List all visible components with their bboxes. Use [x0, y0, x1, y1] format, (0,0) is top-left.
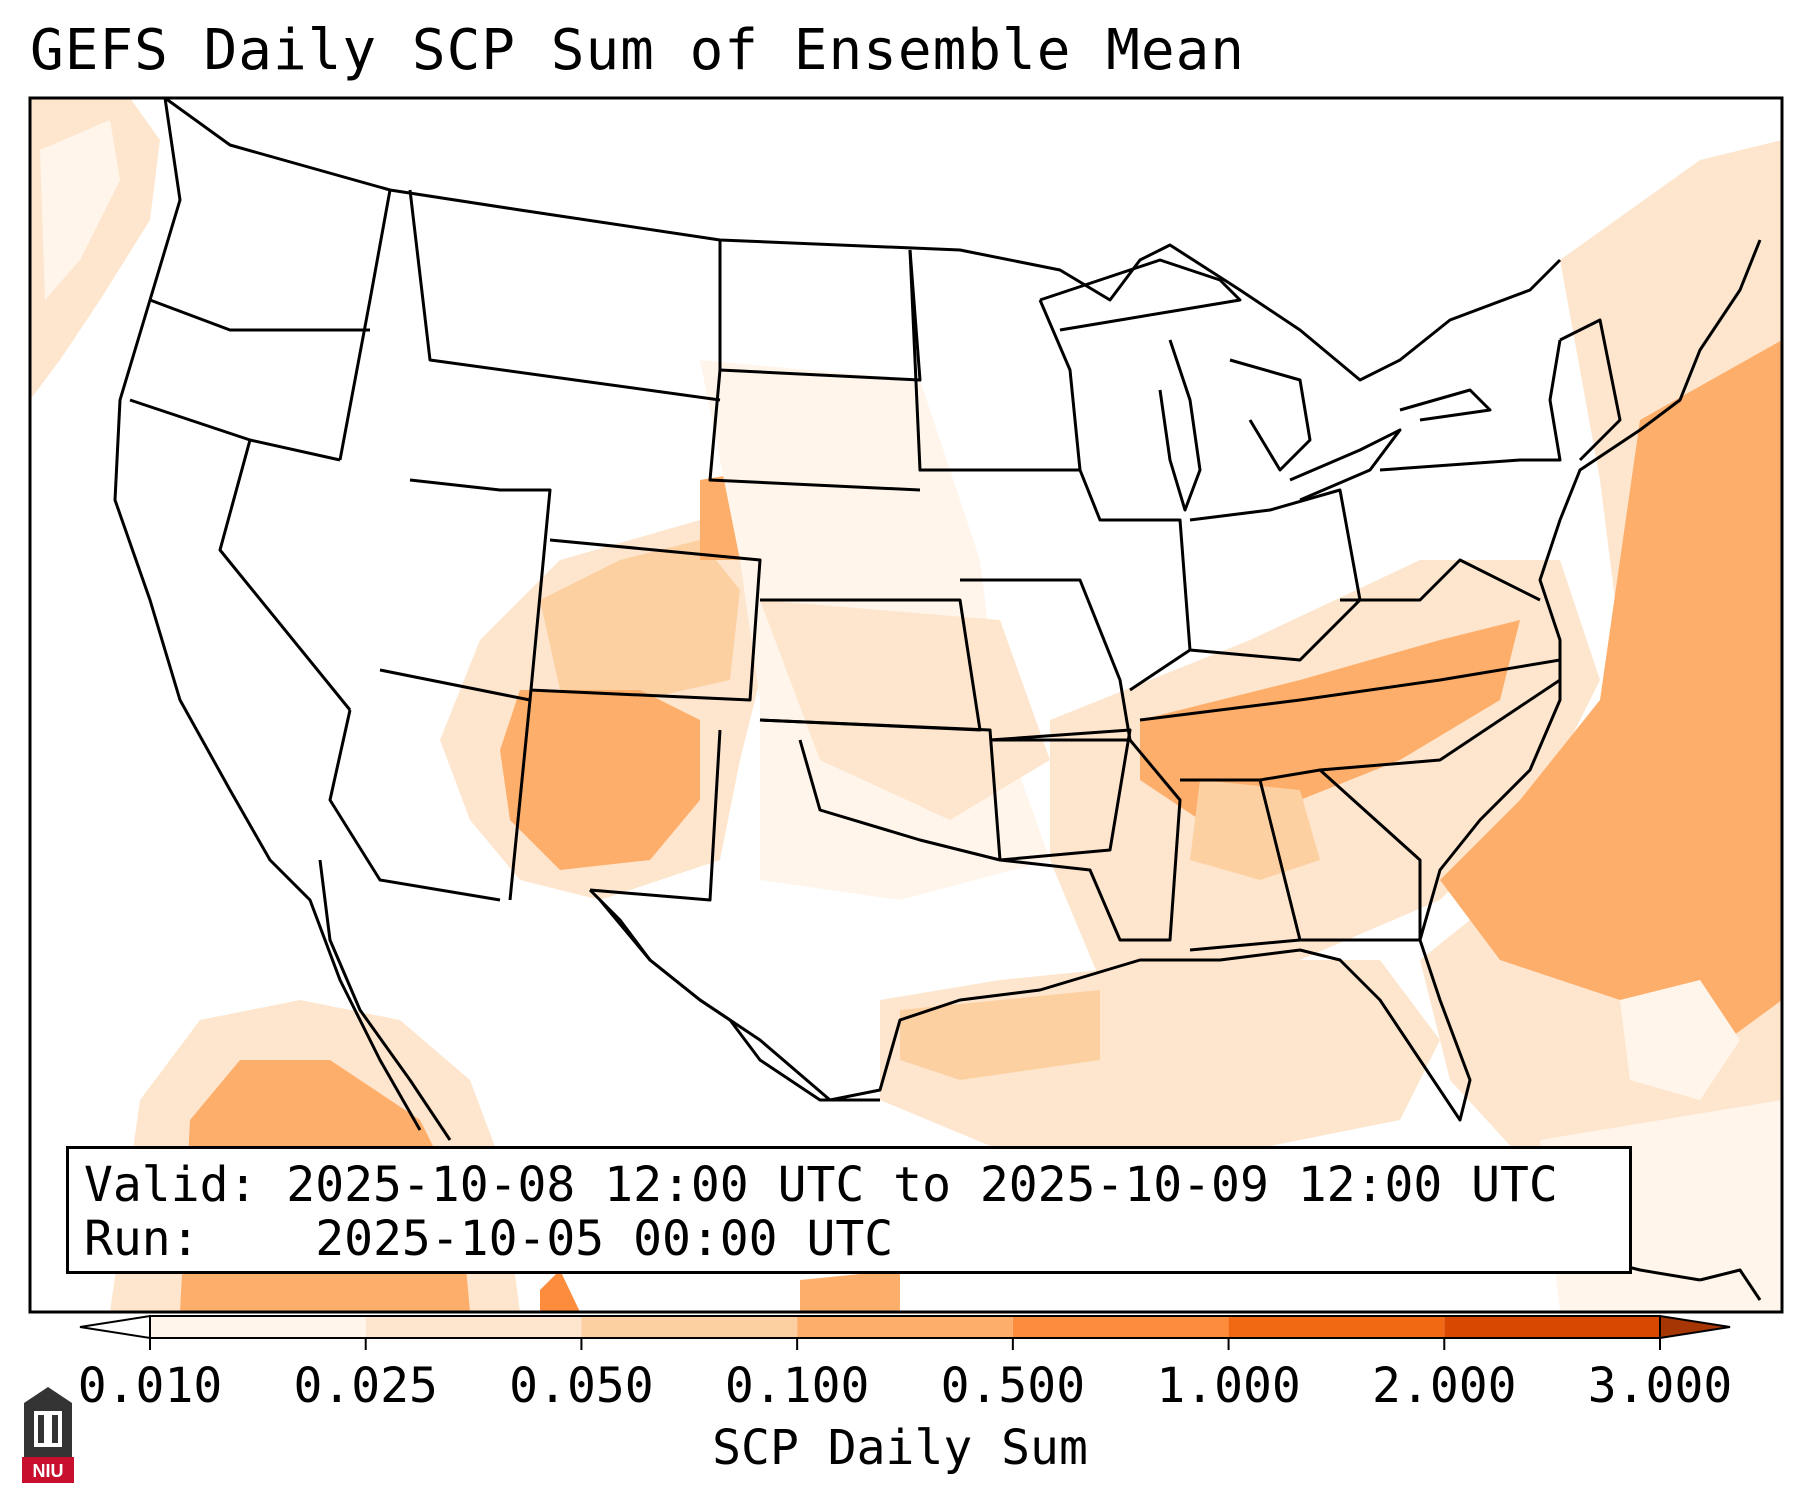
- map-boundaries: [113, 98, 1762, 1301]
- state-line-co: [529, 538, 762, 702]
- colorbar-segment: [1228, 1316, 1445, 1338]
- state-line-ar: [989, 728, 1132, 862]
- state-line-new-england: [1559, 318, 1622, 462]
- university-seal-icon: NIU: [22, 1387, 74, 1483]
- colorbar-tick-label: 1.000: [1156, 1358, 1301, 1414]
- state-line-dakotas: [718, 240, 922, 382]
- colorbar-tick-label: 0.050: [509, 1358, 654, 1414]
- state-line-sd-ne: [708, 369, 921, 492]
- colorbar-extend-low: [79, 1314, 151, 1340]
- colorbar-tick-label: 2.000: [1372, 1358, 1517, 1414]
- east-coast: [1418, 239, 1762, 941]
- colorbar-segment: [1444, 1316, 1660, 1338]
- gulf-coast: [598, 899, 1472, 1122]
- map-title: GEFS Daily SCP Sum of Ensemble Mean: [30, 18, 1246, 83]
- logo-text: NIU: [33, 1461, 64, 1481]
- map-frame: [28, 96, 1784, 1314]
- texas-mexico-border: [588, 888, 880, 1102]
- state-line-mt-wy: [408, 189, 721, 402]
- baja-coast: [318, 859, 452, 1141]
- colorbar-segment: [150, 1316, 366, 1338]
- state-line-idaho: [338, 189, 392, 461]
- lake-ontario: [1399, 388, 1492, 422]
- colorbar-tick-label: 3.000: [1587, 1358, 1733, 1414]
- lake-superior: [1039, 258, 1242, 332]
- state-line-oh: [1189, 488, 1362, 662]
- colorbar-tick-label: 0.010: [77, 1358, 223, 1414]
- colorbar-segment: [797, 1316, 1013, 1338]
- lake-michigan: [1158, 339, 1202, 512]
- state-line-va-wv: [1340, 558, 1541, 602]
- state-line-ky-tn: [1139, 658, 1561, 722]
- shade-yucatan: [800, 1270, 900, 1312]
- colorbar-tick-label: 0.100: [724, 1358, 870, 1414]
- shade-atlantic: [1440, 340, 1782, 1060]
- shade-atlantic-hole: [1620, 980, 1740, 1100]
- colorbar-segment: [581, 1316, 798, 1338]
- colorbar-label: SCP Daily Sum: [712, 1420, 1088, 1476]
- state-line-mo: [960, 578, 1132, 742]
- shade-new-mexico: [500, 690, 700, 870]
- state-line-la-ms: [999, 739, 1182, 942]
- state-line-ca-az: [328, 709, 501, 902]
- state-line-ga-fl: [1259, 768, 1422, 942]
- state-line-nm-tx: [589, 729, 722, 902]
- colorbar: [79, 1314, 1731, 1350]
- info-box: Valid: 2025-10-08 12:00 UTC to 2025-10-0…: [66, 1146, 1632, 1274]
- run-value: 2025-10-05 00:00 UTC: [315, 1211, 894, 1267]
- state-line-az-nm: [508, 699, 532, 901]
- colorbar-tick-label: 0.025: [293, 1358, 438, 1414]
- shade-tennessee: [1140, 620, 1520, 820]
- shade-pacific-nw-inner: [40, 120, 120, 300]
- state-line-wa-or: [149, 298, 370, 332]
- shade-mexico-core: [540, 1270, 580, 1312]
- colorbar-frame: [149, 1315, 1661, 1339]
- colorbar-segment: [1012, 1316, 1229, 1338]
- shade-gulf-inner: [900, 990, 1100, 1080]
- state-line-il-in: [1078, 469, 1192, 692]
- canada-border: [164, 98, 1562, 382]
- lake-erie: [1289, 428, 1402, 502]
- shade-colorado: [540, 540, 740, 700]
- valid-line: Valid: 2025-10-08 12:00 UTC to 2025-10-0…: [84, 1157, 1558, 1213]
- state-line-al-ga: [1180, 778, 1302, 952]
- shade-plains-mid: [760, 600, 1050, 820]
- colorbar-tick-label: 0.500: [940, 1358, 1086, 1414]
- state-line-or-ca: [129, 398, 341, 462]
- scp-shading-layer: [30, 98, 1782, 1312]
- run-line: Run: 2025-10-05 00:00 UTC: [84, 1211, 893, 1267]
- state-line-ok: [759, 718, 1002, 862]
- valid-label: Valid:: [84, 1157, 258, 1213]
- run-label: Run:: [84, 1211, 200, 1267]
- state-line-carolinas: [1319, 678, 1561, 772]
- state-line-nv: [218, 439, 352, 711]
- state-line-ut: [379, 478, 552, 702]
- valid-value: 2025-10-08 12:00 UTC to 2025-10-09 12:00…: [286, 1157, 1558, 1213]
- colorbar-extend-high: [1659, 1314, 1731, 1340]
- hispaniola-coast: [1699, 1268, 1762, 1301]
- state-line-pa-ny: [1379, 339, 1562, 472]
- west-coast: [113, 98, 422, 1131]
- lake-huron: [1229, 358, 1312, 472]
- shade-alabama: [1190, 780, 1320, 880]
- colorbar-segment: [365, 1316, 582, 1338]
